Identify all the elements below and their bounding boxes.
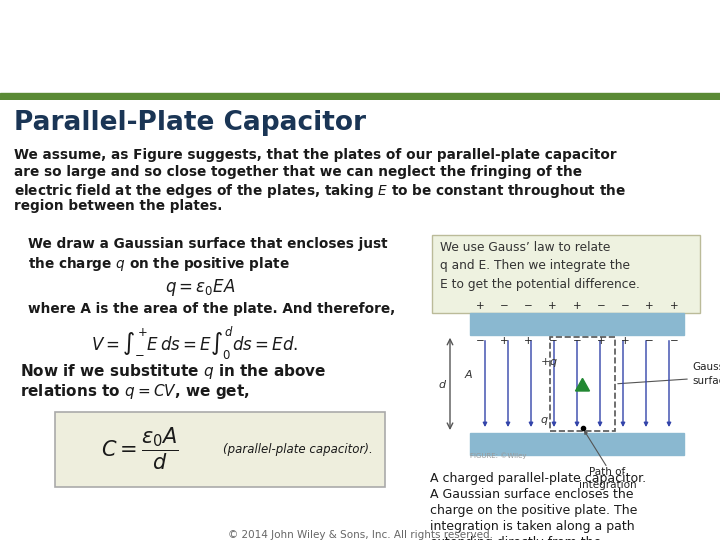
Text: +: +	[621, 336, 630, 346]
Bar	[470, 433, 684, 455]
Text: $q$: $q$	[540, 415, 549, 427]
Text: +: +	[670, 301, 678, 311]
Text: +: +	[645, 301, 654, 311]
Text: Calculating the Capacitance: Calculating the Capacitance	[74, 48, 374, 68]
Text: charge on the positive plate. The: charge on the positive plate. The	[430, 504, 637, 517]
Text: +: +	[500, 336, 508, 346]
Text: +: +	[572, 301, 581, 311]
Text: $q = \varepsilon_0 EA$: $q = \varepsilon_0 EA$	[165, 277, 235, 298]
Text: (parallel-plate capacitor).: (parallel-plate capacitor).	[223, 443, 373, 456]
Text: extending directly from the: extending directly from the	[430, 536, 601, 540]
Text: the charge $q$ on the positive plate: the charge $q$ on the positive plate	[28, 255, 289, 273]
Bar	[470, 313, 684, 335]
Text: $C = \dfrac{\varepsilon_0 A}{d}$: $C = \dfrac{\varepsilon_0 A}{d}$	[102, 427, 179, 472]
Text: A charged parallel-plate capacitor.: A charged parallel-plate capacitor.	[430, 472, 646, 485]
Text: Gaussian
surface: Gaussian surface	[692, 362, 720, 386]
Text: WILEY: WILEY	[629, 8, 708, 28]
FancyBboxPatch shape	[432, 235, 700, 313]
Text: We use Gauss’ law to relate
q and E. Then we integrate the
E to get the potentia: We use Gauss’ law to relate q and E. The…	[440, 241, 640, 291]
Text: −: −	[670, 336, 678, 346]
Text: relations to $\mathit{q=CV}$, we get,: relations to $\mathit{q=CV}$, we get,	[20, 382, 250, 401]
Text: −: −	[621, 301, 630, 311]
Text: are so large and so close together that we can neglect the fringing of the: are so large and so close together that …	[14, 165, 582, 179]
Bar	[0, 93, 720, 100]
Text: −: −	[572, 336, 581, 346]
Text: region between the plates.: region between the plates.	[14, 199, 222, 213]
Text: −: −	[645, 336, 654, 346]
Text: FIGURE: ©Wiley: FIGURE: ©Wiley	[470, 452, 526, 459]
Text: integration is taken along a path: integration is taken along a path	[430, 520, 634, 533]
Text: −: −	[500, 301, 508, 311]
Text: $+q$: $+q$	[540, 356, 558, 369]
Text: −: −	[476, 336, 485, 346]
Text: −: −	[524, 301, 533, 311]
Text: −: −	[549, 336, 557, 346]
Text: We assume, as Figure suggests, that the plates of our parallel-plate capacitor: We assume, as Figure suggests, that the …	[14, 148, 616, 162]
Text: −: −	[597, 301, 606, 311]
Text: Path of
integration: Path of integration	[579, 467, 636, 490]
Text: A Gaussian surface encloses the: A Gaussian surface encloses the	[430, 488, 634, 501]
Text: $d$: $d$	[438, 378, 447, 390]
Text: 25-2: 25-2	[22, 48, 74, 68]
Text: We draw a Gaussian surface that encloses just: We draw a Gaussian surface that encloses…	[28, 237, 387, 251]
FancyBboxPatch shape	[55, 412, 385, 487]
Text: +: +	[549, 301, 557, 311]
Bar	[550, 337, 615, 431]
Text: where A is the area of the plate. And therefore,: where A is the area of the plate. And th…	[28, 302, 395, 316]
Text: Now if we substitute $\mathit{q}$ in the above: Now if we substitute $\mathit{q}$ in the…	[20, 362, 326, 381]
Polygon shape	[575, 379, 590, 391]
Text: +: +	[597, 336, 606, 346]
Text: $V = \int_{-}^{+} E\, ds = E \int_{0}^{d} ds = Ed.$: $V = \int_{-}^{+} E\, ds = E \int_{0}^{d…	[91, 325, 299, 362]
Text: Parallel-Plate Capacitor: Parallel-Plate Capacitor	[14, 110, 366, 136]
Text: +: +	[524, 336, 533, 346]
Text: © 2014 John Wiley & Sons, Inc. All rights reserved.: © 2014 John Wiley & Sons, Inc. All right…	[228, 530, 492, 540]
Text: electric field at the edges of the plates, taking $\mathit{E}$ to be constant th: electric field at the edges of the plate…	[14, 182, 626, 200]
Text: +: +	[476, 301, 485, 311]
Text: $A$: $A$	[464, 368, 474, 380]
